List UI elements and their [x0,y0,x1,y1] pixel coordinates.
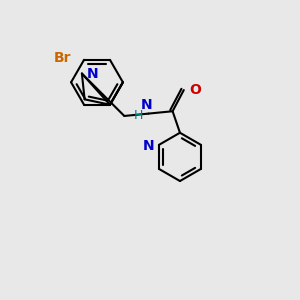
Text: N: N [87,67,99,81]
Text: O: O [190,83,202,97]
Text: N: N [143,139,154,153]
Text: Br: Br [53,51,71,65]
Text: N: N [141,98,153,112]
Text: H: H [134,109,143,122]
